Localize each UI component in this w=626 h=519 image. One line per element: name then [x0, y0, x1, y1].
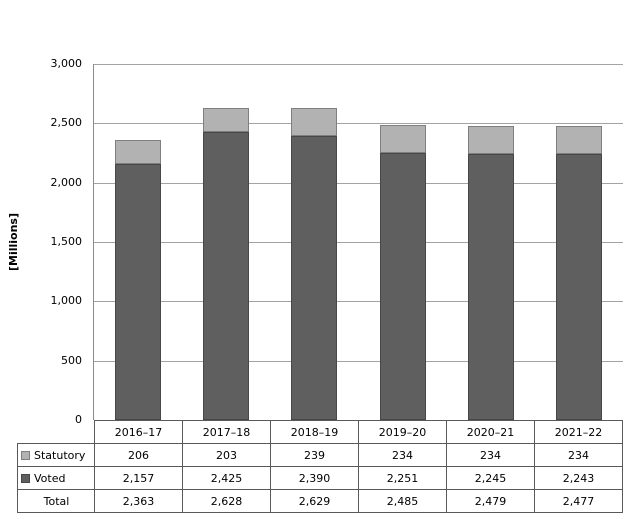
value-cell: 2,251	[358, 466, 447, 490]
total-value-cell: 2,477	[534, 489, 623, 513]
total-value-cell: 2,479	[446, 489, 535, 513]
bar-column-2021–22	[535, 64, 623, 420]
y-axis-tick-label: 1,500	[50, 235, 83, 248]
table-corner-cell	[18, 421, 95, 444]
value-cell: 2,245	[446, 466, 535, 490]
bar-segment-statutory	[203, 108, 250, 133]
bar-segment-voted	[203, 132, 250, 420]
y-axis-tick-label: 2,500	[50, 116, 83, 130]
bar-segment-statutory	[291, 108, 338, 137]
bar-segment-voted	[291, 136, 338, 420]
gridline	[94, 242, 623, 243]
value-cell: 2,157	[94, 466, 183, 490]
total-value-cell: 2,628	[182, 489, 271, 513]
y-axis-tick-label: 0	[75, 413, 82, 426]
bar-column-2018–19	[270, 64, 358, 420]
x-axis-category-cell: 2021–22	[534, 420, 623, 444]
gridline	[94, 182, 623, 184]
total-label-cell: Total	[17, 489, 95, 513]
y-axis-tick-label: 2,000	[50, 175, 83, 189]
x-axis-category-cell: 2017–18	[182, 420, 271, 444]
value-cell: 203	[182, 443, 271, 467]
table-row: Total 2,363 2,628 2,629 2,485 2,479 2,477	[17, 489, 623, 513]
data-table: 2016–17 2017–18 2018–19 2019–20 2020–21 2021–…	[17, 420, 623, 513]
bar-column-2016–17	[94, 64, 182, 420]
gridline	[94, 64, 623, 65]
bar-segment-voted	[115, 164, 162, 420]
gridline	[94, 123, 623, 125]
table-row: Voted 2,157 2,425 2,390 2,251 2,245 2,243	[17, 466, 623, 490]
x-axis-category-cell: 2016–17	[94, 420, 183, 444]
table-row: Statutory 206 203 239 234 234 234	[17, 443, 623, 467]
y-axis-tick-label: 500	[61, 353, 82, 367]
total-value-cell: 2,629	[270, 489, 359, 513]
legend-cell-voted: Voted	[17, 466, 95, 490]
bar-column-2017–18	[182, 64, 270, 420]
y-axis-tick-label: 1,000	[50, 294, 83, 308]
value-cell: 239	[270, 443, 359, 467]
bar-segment-voted	[555, 153, 602, 420]
value-cell: 206	[94, 443, 183, 467]
y-axis-line	[93, 64, 94, 420]
total-row-label: Total	[43, 494, 70, 508]
value-cell: 2,425	[182, 466, 271, 490]
table-row: 2016–17 2017–18 2018–19 2019–20 2020–21 2021–…	[18, 420, 623, 444]
value-cell: 234	[358, 443, 447, 467]
legend-swatch-statutory	[21, 450, 30, 460]
x-axis-category-cell: 2019–20	[358, 420, 447, 444]
data-table-body: 2016–17 2017–18 2018–19 2019–20 2020–21 2021–…	[17, 420, 623, 513]
value-cell: 234	[446, 443, 535, 467]
bar-segment-statutory	[555, 126, 602, 154]
legend-label: Statutory	[34, 448, 86, 462]
x-axis-category-cell: 2020–21	[446, 420, 535, 444]
value-cell: 2,390	[270, 466, 359, 490]
bar-segment-statutory	[379, 125, 426, 153]
x-axis-category-cell: 2018–19	[270, 420, 359, 444]
bar-column-2019–20	[359, 64, 447, 420]
gridline	[94, 360, 623, 362]
bar-segment-statutory	[467, 125, 514, 154]
bar-column-2020–21	[447, 64, 535, 420]
legend-swatch-voted	[21, 473, 30, 483]
bar-segment-statutory	[115, 139, 162, 165]
y-axis-tick-label: 3,000	[50, 57, 83, 70]
value-cell: 2,243	[534, 466, 623, 490]
value-cell: 234	[534, 443, 623, 467]
gridline	[94, 301, 623, 303]
legend-cell-statutory: Statutory	[17, 443, 95, 467]
total-value-cell: 2,485	[358, 489, 447, 513]
legend-label: Voted	[34, 471, 66, 485]
plot-area	[94, 64, 623, 420]
bar-segment-voted	[467, 153, 514, 420]
total-value-cell: 2,363	[94, 489, 183, 513]
bar-segment-voted	[379, 152, 426, 420]
